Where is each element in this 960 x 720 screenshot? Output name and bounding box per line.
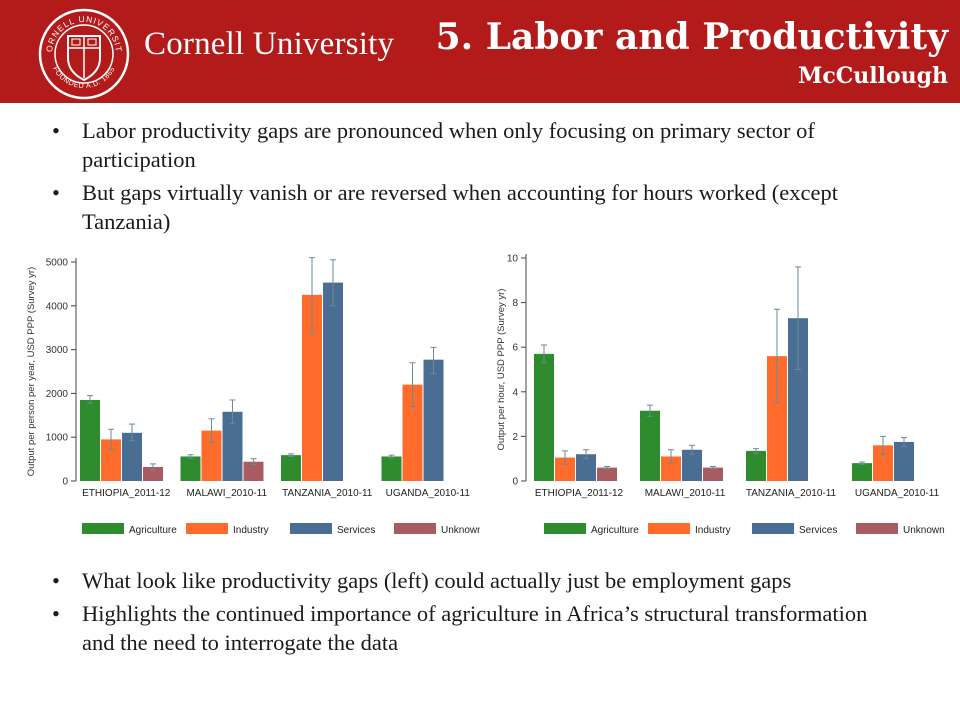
bar-agriculture: [381, 456, 402, 481]
bar-industry: [201, 430, 222, 481]
slide-subtitle: McCullough: [797, 63, 948, 89]
legend-swatch: [752, 523, 794, 534]
y-tick-label: 0: [62, 477, 68, 488]
bar-agriculture: [80, 399, 100, 481]
y-tick-label: 3000: [46, 345, 69, 356]
bar-industry: [101, 439, 121, 481]
seal-text-top: CORNELL UNIVERSITY: [38, 8, 123, 53]
bar-services: [122, 432, 142, 481]
category-label: MALAWI_2010-11: [645, 488, 726, 499]
bar-services: [222, 411, 243, 481]
chart-output-per-hour: 0 2 4 6 8 10 Output per hour, USD PPP (Survey …: [496, 254, 945, 537]
bar-industry: [873, 445, 893, 481]
bar-agriculture: [852, 463, 872, 481]
top-bullet-list: Labor productivity gaps are pronounced w…: [44, 116, 904, 240]
cornell-seal-icon: CORNELL UNIVERSITY FOUNDED A.D. 1865: [38, 8, 130, 100]
y-tick-label: 0: [512, 477, 518, 488]
bar-services: [423, 359, 444, 481]
bar-unknown: [597, 467, 617, 481]
bar-industry: [661, 456, 681, 481]
legend-swatch: [290, 523, 332, 534]
legend-label: Services: [337, 525, 375, 536]
category-label: ETHIOPIA_2011-12: [535, 488, 624, 499]
legend-label: Unknown: [441, 525, 480, 536]
category-label: TANZANIA_2010-11: [746, 488, 837, 499]
bar-unknown: [143, 466, 163, 481]
y-tick-label: 6: [512, 343, 518, 354]
bullet-item: What look like productivity gaps (left) …: [44, 566, 904, 595]
bar-services: [788, 318, 808, 481]
header-banner: CORNELL UNIVERSITY FOUNDED A.D. 1865 Cor…: [0, 0, 960, 103]
bar-services: [894, 441, 914, 481]
y-tick-label: 1000: [46, 433, 69, 444]
bar-agriculture: [180, 456, 201, 481]
chart-output-per-year: 0 1000 2000 3000 4000 5000 Output per person p…: [26, 257, 480, 536]
bullet-item: But gaps virtually vanish or are reverse…: [44, 178, 904, 236]
bullet-item: Highlights the continued importance of a…: [44, 599, 904, 657]
legend-swatch: [648, 523, 690, 534]
bar-services: [682, 449, 702, 481]
legend-swatch: [856, 523, 898, 534]
y-tick-label: 4000: [46, 301, 69, 312]
y-tick-label: 2000: [46, 389, 69, 400]
category-label: UGANDA_2010-11: [386, 488, 471, 499]
bar-industry: [402, 384, 423, 481]
bar-services: [323, 282, 343, 481]
y-axis-label: Output per hour, USD PPP (Survey yr): [496, 289, 507, 451]
legend-label: Unknown: [903, 525, 945, 536]
category-label: UGANDA_2010-11: [855, 488, 940, 499]
bar-industry: [555, 457, 575, 481]
bar-industry: [767, 356, 787, 481]
y-tick-label: 5000: [46, 258, 69, 269]
bottom-bullet-list: What look like productivity gaps (left) …: [44, 566, 904, 661]
y-axis-label: Output per person per year, USD PPP (Sur…: [26, 267, 37, 476]
legend-swatch: [394, 523, 436, 534]
y-tick-label: 10: [507, 254, 519, 265]
legend-label: Industry: [233, 525, 269, 536]
bullet-item: Labor productivity gaps are pronounced w…: [44, 116, 904, 174]
bar-agriculture: [640, 410, 660, 481]
svg-text:CORNELL UNIVERSITY: CORNELL UNIVERSITY: [38, 8, 124, 53]
category-label: ETHIOPIA_2011-12: [82, 488, 171, 499]
legend-label: Agriculture: [129, 525, 177, 536]
bar-industry: [302, 294, 322, 481]
category-label: MALAWI_2010-11: [186, 488, 267, 499]
bar-agriculture: [746, 450, 766, 481]
bar-services: [576, 454, 596, 481]
slide-title: 5. Labor and Productivity: [435, 16, 948, 58]
y-tick-label: 2: [512, 432, 518, 443]
bar-unknown: [243, 461, 264, 481]
bar-unknown: [703, 467, 723, 481]
bar-agriculture: [281, 455, 301, 481]
legend-swatch: [544, 523, 586, 534]
y-tick-label: 8: [512, 298, 518, 309]
category-label: TANZANIA_2010-11: [282, 488, 373, 499]
legend-label: Industry: [695, 525, 731, 536]
legend-swatch: [82, 523, 124, 534]
legend-label: Services: [799, 525, 837, 536]
brand-wordmark: Cornell University: [144, 26, 395, 62]
legend-swatch: [186, 523, 228, 534]
legend-label: Agriculture: [591, 525, 639, 536]
y-tick-label: 4: [512, 387, 518, 398]
bar-agriculture: [534, 353, 554, 481]
